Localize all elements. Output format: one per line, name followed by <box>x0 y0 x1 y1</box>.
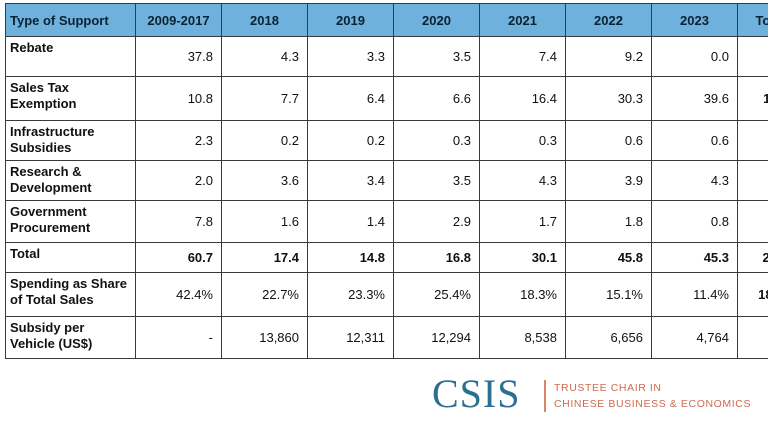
support-table: Type of Support 2009-2017 2018 2019 2020 2021… <box>5 3 768 359</box>
table-cell: 42.4% <box>135 272 222 317</box>
table-row: Subsidy per Vehicle (US$) -13,860 12,311 12… <box>5 316 768 359</box>
row-label: Total <box>5 242 136 273</box>
table-cell: 0.6 <box>565 120 652 161</box>
table-cell: 6,656 <box>565 316 652 359</box>
table-cell: 3.6 <box>221 160 308 201</box>
row-total-cell: 18.0 <box>737 200 768 243</box>
table-cell: 12,311 <box>307 316 394 359</box>
table-cell: 60.7 <box>135 242 222 273</box>
table-cell: 15.1% <box>565 272 652 317</box>
table-cell: 12,294 <box>393 316 480 359</box>
column-header: 2018 <box>221 3 308 37</box>
table-cell: 7.8 <box>135 200 222 243</box>
table-cell: 9.2 <box>565 36 652 77</box>
row-total-cell: 65.7 <box>737 36 768 77</box>
table-cell: 3.5 <box>393 160 480 201</box>
logo-tagline-line2: CHINESE BUSINESS & ECONOMICS <box>554 398 752 410</box>
column-header: 2023 <box>651 3 738 37</box>
row-label: Spending as Share of Total Sales <box>5 272 136 317</box>
table-cell: 0.2 <box>221 120 308 161</box>
row-total-cell: 4.5 <box>737 120 768 161</box>
column-header: Total <box>737 3 768 37</box>
table-cell: 10.8 <box>135 76 222 121</box>
table-cell: 30.1 <box>479 242 566 273</box>
table-cell: 14.8 <box>307 242 394 273</box>
row-label: Infrastructure Subsidies <box>5 120 136 161</box>
table-row: Infrastructure Subsidies 2.3 0.2 0.2 0.3 0.3 0… <box>5 120 768 161</box>
csis-wordmark: CSIS <box>432 371 521 416</box>
table-cell: 0.2 <box>307 120 394 161</box>
row-total-cell: - <box>737 316 768 359</box>
table-cell: 2.9 <box>393 200 480 243</box>
table-row: Spending as Share of Total Sales 42.4% 22.… <box>5 272 768 317</box>
column-header: 2009-2017 <box>135 3 222 37</box>
table-cell: 0.6 <box>651 120 738 161</box>
table-cell: 45.8 <box>565 242 652 273</box>
row-label: Rebate <box>5 36 136 77</box>
table-cell: 16.4 <box>479 76 566 121</box>
table-row: Research & Development 2.0 3.6 3.4 3.5 4.3 3.9… <box>5 160 768 201</box>
table-cell: 2.3 <box>135 120 222 161</box>
table-cell: 0.8 <box>651 200 738 243</box>
row-label: Research & Development <box>5 160 136 201</box>
row-label: Sales Tax Exemption <box>5 76 136 121</box>
table-header: Type of Support 2009-2017 2018 2019 2020 2021… <box>5 3 768 37</box>
table-cell: 13,860 <box>221 316 308 359</box>
header-row: Type of Support 2009-2017 2018 2019 2020 2021… <box>5 3 768 37</box>
table-cell: 0.0 <box>651 36 738 77</box>
table-cell: 3.5 <box>393 36 480 77</box>
table-cell: 4,764 <box>651 316 738 359</box>
logo-divider <box>544 380 546 412</box>
table-cell: 1.4 <box>307 200 394 243</box>
table-row: Government Procurement 7.8 1.6 1.4 2.9 1.7 1.8… <box>5 200 768 243</box>
table-cell: 39.6 <box>651 76 738 121</box>
column-header: 2020 <box>393 3 480 37</box>
row-total-cell: 18.8% <box>737 272 768 317</box>
table-cell: 6.4 <box>307 76 394 121</box>
table-cell: 3.4 <box>307 160 394 201</box>
table-cell: 11.4% <box>651 272 738 317</box>
column-header: 2022 <box>565 3 652 37</box>
row-total-cell: 117.7 <box>737 76 768 121</box>
table-row: Sales Tax Exemption 10.8 7.7 6.4 6.6 16.4 30.3… <box>5 76 768 121</box>
table-cell: 4.3 <box>221 36 308 77</box>
row-label: Government Procurement <box>5 200 136 243</box>
table-cell: 4.3 <box>479 160 566 201</box>
table-cell: 7.7 <box>221 76 308 121</box>
row-label: Subsidy per Vehicle (US$) <box>5 316 136 359</box>
table-cell: 2.0 <box>135 160 222 201</box>
table-cell: 3.3 <box>307 36 394 77</box>
column-header: 2021 <box>479 3 566 37</box>
table-cell: 23.3% <box>307 272 394 317</box>
row-total-cell: 230.9 <box>737 242 768 273</box>
table-cell: - <box>135 316 222 359</box>
table-cell: 17.4 <box>221 242 308 273</box>
table-cell: 16.8 <box>393 242 480 273</box>
column-header: 2019 <box>307 3 394 37</box>
table-cell: 37.8 <box>135 36 222 77</box>
table-cell: 18.3% <box>479 272 566 317</box>
table-cell: 1.8 <box>565 200 652 243</box>
table-cell: 8,538 <box>479 316 566 359</box>
table-cell: 0.3 <box>393 120 480 161</box>
table-cell: 4.3 <box>651 160 738 201</box>
table-cell: 6.6 <box>393 76 480 121</box>
table-cell: 22.7% <box>221 272 308 317</box>
table-cell: 7.4 <box>479 36 566 77</box>
table-cell: 45.3 <box>651 242 738 273</box>
table-cell: 30.3 <box>565 76 652 121</box>
row-total-cell: 25.0 <box>737 160 768 201</box>
column-header: Type of Support <box>5 3 136 37</box>
table-cell: 3.9 <box>565 160 652 201</box>
table-cell: 0.3 <box>479 120 566 161</box>
table-cell: 1.7 <box>479 200 566 243</box>
table-cell: 25.4% <box>393 272 480 317</box>
table-cell: 1.6 <box>221 200 308 243</box>
logo-tagline-line1: TRUSTEE CHAIR IN <box>554 382 662 394</box>
